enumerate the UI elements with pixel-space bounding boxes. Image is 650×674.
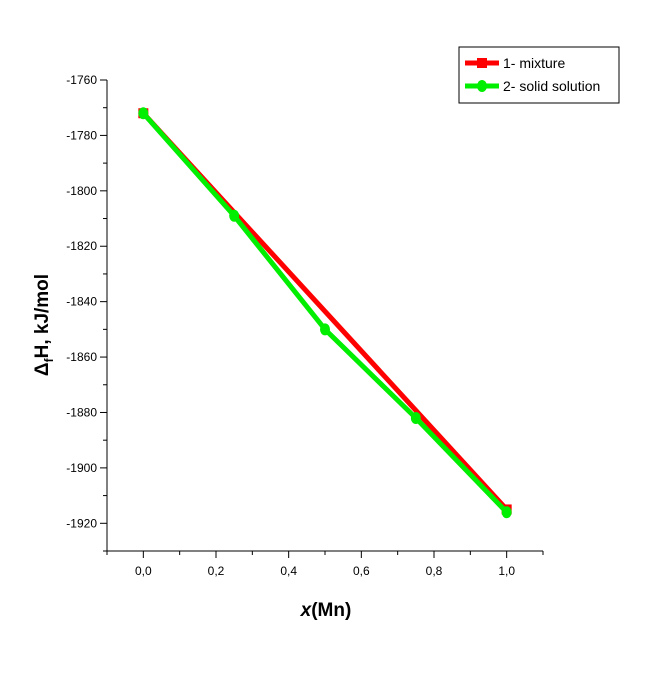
y-tick-label: -1820	[66, 239, 97, 253]
legend-label-1: 1- mixture	[503, 55, 565, 71]
x-axis-title: x(Mn)	[300, 600, 352, 621]
series-point-2	[229, 209, 240, 222]
x-ticks: 0,0 0,2 0,4 0,6 0,8 1,0	[106, 551, 544, 578]
y-axis-title-sub: f	[42, 357, 56, 362]
x-tick-label: 0,6	[353, 564, 370, 578]
series-point-2	[410, 412, 421, 425]
x-axis-title-italic: x	[300, 600, 313, 621]
y-tick-label: -1840	[66, 295, 97, 309]
x-tick-label: 0,2	[208, 564, 225, 578]
y-tick-label: -1920	[66, 516, 97, 530]
y-tick-label: -1900	[66, 461, 97, 475]
x-tick-label: 0,0	[135, 564, 152, 578]
legend-marker-1	[477, 58, 487, 68]
series-point-2	[138, 107, 149, 120]
legend-box	[458, 46, 620, 104]
legend-marker-2	[477, 80, 487, 92]
x-tick-label: 1,0	[498, 564, 515, 578]
legend: 1- mixture 2- solid solution	[458, 46, 620, 104]
y-ticks: -1760 -1780 -1800 -1820 -1840 -1860 -1880 -1900…	[66, 73, 107, 552]
x-tick-label: 0,4	[280, 564, 297, 578]
legend-label-2: 2- solid solution	[503, 78, 600, 94]
y-tick-label: -1880	[66, 405, 97, 419]
y-tick-label: -1760	[66, 73, 97, 87]
y-tick-label: -1780	[66, 128, 97, 142]
series-point-2	[320, 323, 330, 336]
x-tick-label: 0,8	[426, 564, 443, 578]
y-tick-label: -1860	[66, 350, 97, 364]
y-axis-title: ΔfH, kJ/mol	[32, 274, 56, 376]
plot-area	[138, 107, 512, 519]
y-axis-title-rest: H, kJ/mol	[32, 274, 53, 358]
series-point-2	[501, 506, 512, 519]
x-axis-title-rest: (Mn)	[311, 600, 351, 621]
y-axis-title-delta: Δ	[32, 362, 53, 376]
y-tick-label: -1800	[66, 184, 97, 198]
